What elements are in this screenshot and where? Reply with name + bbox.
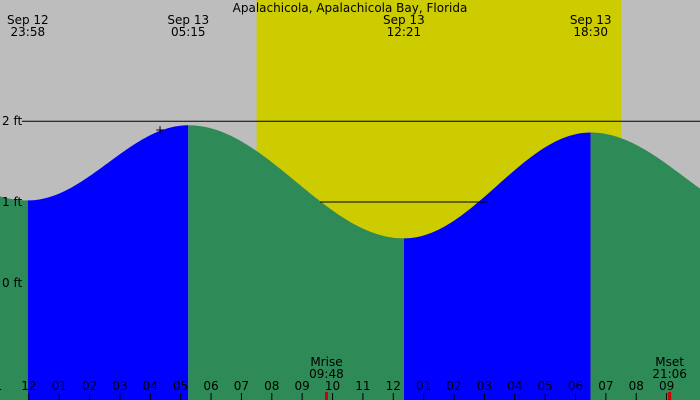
extreme-date-label: Sep 13 xyxy=(383,13,425,27)
event-time-label: 09:48 xyxy=(309,367,344,381)
rising-tide-segment xyxy=(403,132,591,400)
extreme-time-label: 12:21 xyxy=(387,25,422,39)
hour-tick-label: 01 xyxy=(416,379,431,393)
extreme-time-label: 05:15 xyxy=(171,25,206,39)
hour-tick-label: 07 xyxy=(234,379,249,393)
hour-tick-label: 03 xyxy=(477,379,492,393)
extreme-date-label: Sep 13 xyxy=(167,13,209,27)
hour-tick-label: 03 xyxy=(112,379,127,393)
extreme-time-label: 18:30 xyxy=(573,25,608,39)
peak-cross-marker: + xyxy=(155,123,165,137)
hour-tick-label: 06 xyxy=(203,379,218,393)
hour-tick-label: 02 xyxy=(446,379,461,393)
chart-title: Apalachicola, Apalachicola Bay, Florida xyxy=(233,1,468,15)
hour-tick-label: 12 xyxy=(21,379,36,393)
hour-tick-label: 12 xyxy=(386,379,401,393)
tide-areas xyxy=(0,125,700,400)
hour-axis: 1 12 01 02 03 04 05 06 07 08 09 10 11 12 01 02 03 04 05 06 0… xyxy=(0,379,674,400)
hour-tick-label: 08 xyxy=(264,379,279,393)
y-tick-label: 1 ft xyxy=(2,195,22,209)
event-tick-mark xyxy=(668,392,672,400)
falling-tide-segment xyxy=(0,196,28,400)
y-tick-label: 2 ft xyxy=(2,114,22,128)
hour-tick-label: 08 xyxy=(629,379,644,393)
rising-tide-segment xyxy=(27,125,189,400)
hour-tick-label: 09 xyxy=(659,379,674,393)
event-time-label: 21:06 xyxy=(652,367,687,381)
extreme-date-label: Sep 13 xyxy=(570,13,612,27)
hour-tick-label: 05 xyxy=(173,379,188,393)
hour-tick-label: 1 xyxy=(0,379,2,393)
hour-tick-label: 04 xyxy=(143,379,158,393)
extreme-time-label: 23:58 xyxy=(11,25,46,39)
y-axis-labels: 2 ft 1 ft 0 ft xyxy=(2,114,22,290)
hour-tick-label: 11 xyxy=(355,379,370,393)
hour-tick-label: 09 xyxy=(295,379,310,393)
hour-tick-label: 07 xyxy=(598,379,613,393)
event-name-label: Mrise xyxy=(310,355,342,369)
event-tick-mark xyxy=(324,392,328,400)
extreme-date-label: Sep 12 xyxy=(7,13,49,27)
hour-tick-label: 10 xyxy=(325,379,340,393)
gridlines: + xyxy=(22,120,700,203)
hour-tick-label: 05 xyxy=(537,379,552,393)
falling-tide-segment xyxy=(188,125,404,400)
hour-tick-label: 02 xyxy=(82,379,97,393)
hour-tick-label: 06 xyxy=(568,379,583,393)
y-tick-label: 0 ft xyxy=(2,276,22,290)
falling-tide-segment xyxy=(590,132,700,400)
event-name-label: Mset xyxy=(655,355,684,369)
hour-tick-label: 04 xyxy=(507,379,522,393)
hour-tick-label: 01 xyxy=(52,379,67,393)
